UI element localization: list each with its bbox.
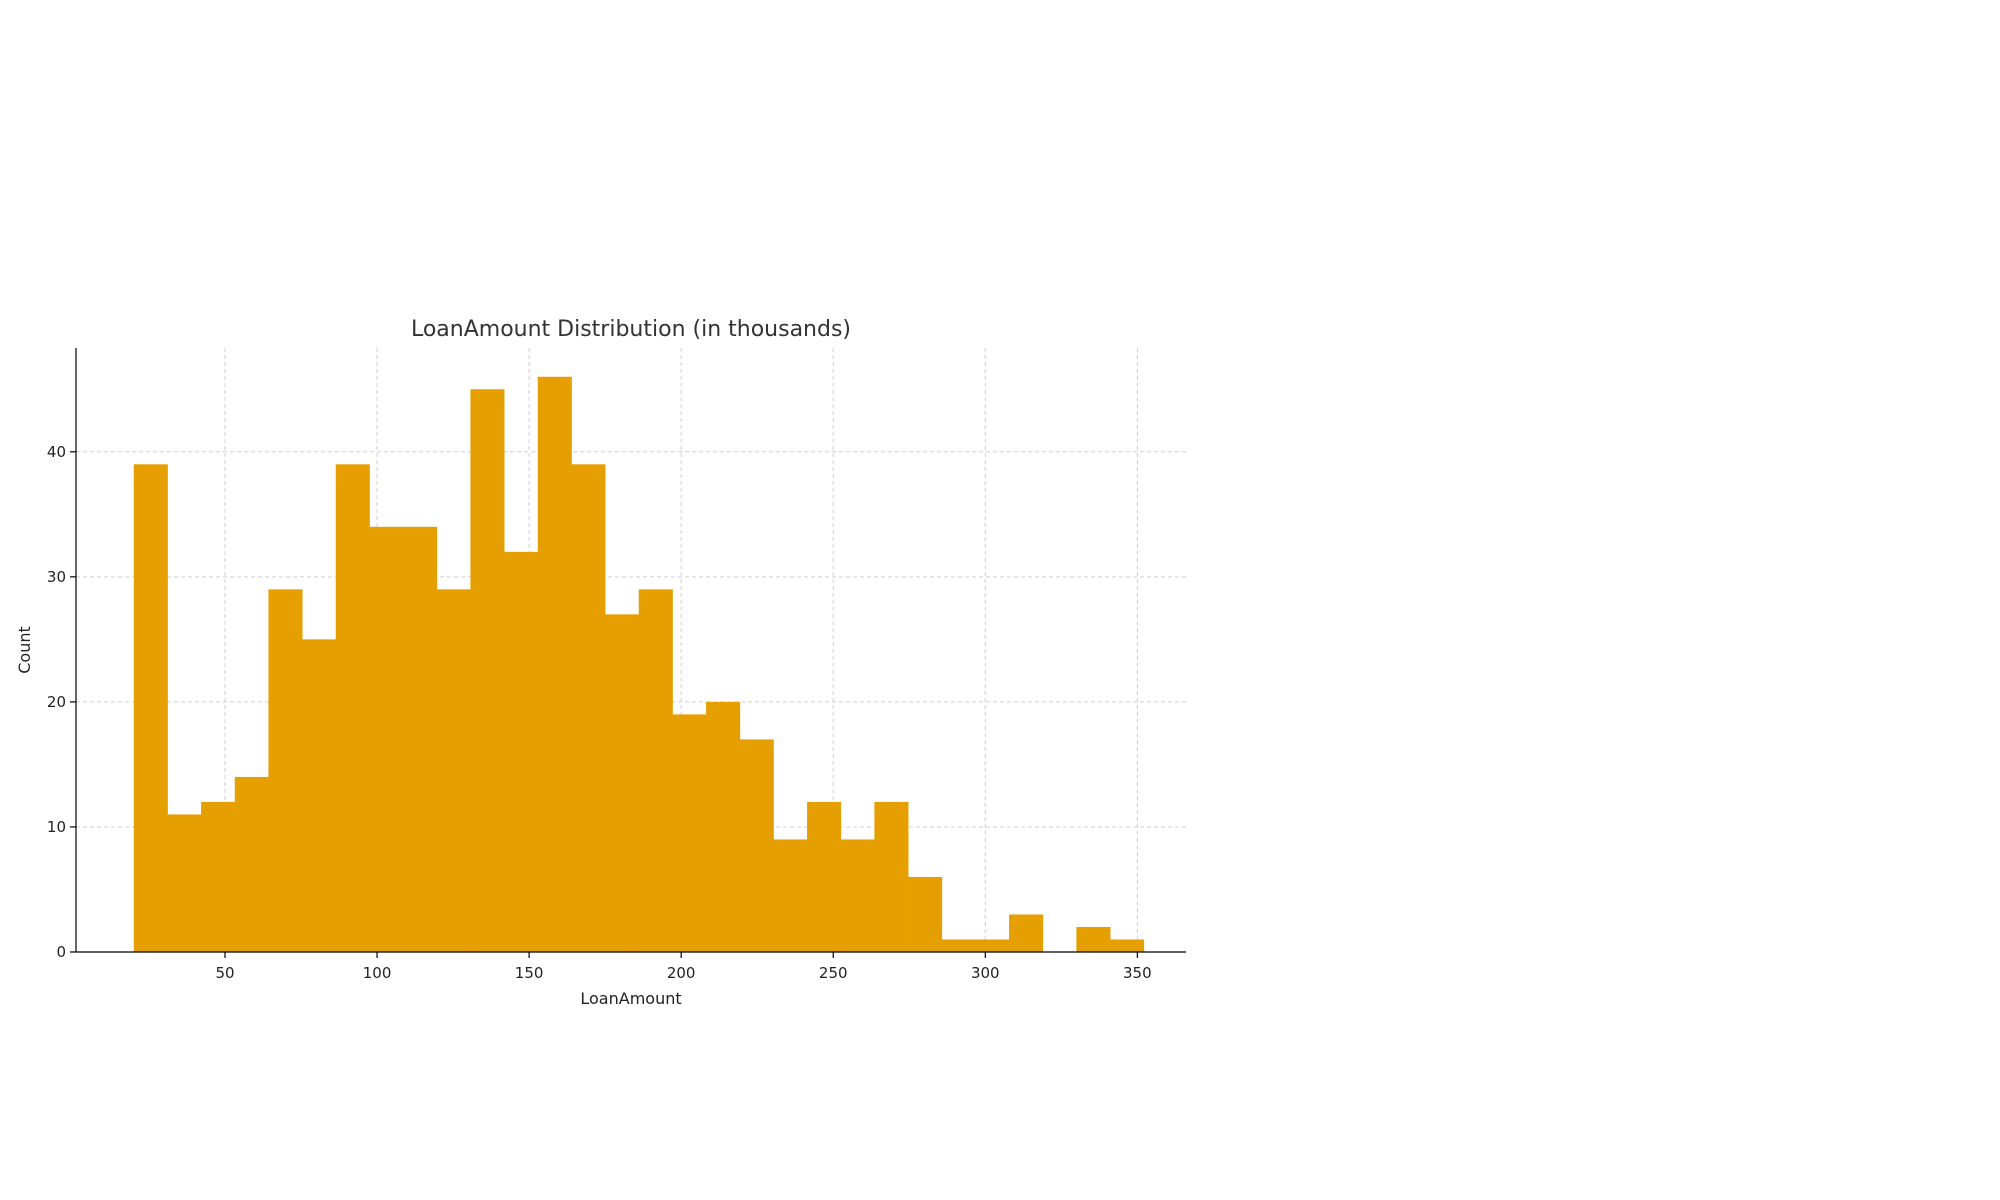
- x-tick-label: 200: [667, 964, 696, 982]
- x-axis-label: LoanAmount: [580, 989, 681, 1008]
- histogram-bar: [571, 464, 606, 952]
- histogram-bar: [840, 839, 875, 952]
- x-tick-label: 300: [971, 964, 1000, 982]
- x-tick-label: 350: [1123, 964, 1152, 982]
- histogram-bar: [672, 714, 707, 952]
- y-tick-label: 20: [47, 693, 66, 711]
- histogram-bar: [436, 589, 471, 952]
- histogram-bar: [302, 639, 337, 952]
- y-tick-label: 0: [56, 943, 66, 961]
- histogram-bar: [1110, 939, 1145, 952]
- histogram-bar: [537, 376, 572, 952]
- histogram-bar: [706, 701, 741, 952]
- histogram-bar: [941, 939, 976, 952]
- x-tick-label: 150: [515, 964, 544, 982]
- histogram-bar: [133, 464, 168, 952]
- bars-layer: [133, 376, 1145, 952]
- histogram-bar: [807, 801, 842, 952]
- chart-root: 50 100 150 200 250 300 350 0 10 20 30 40 LoanAmoun…: [15, 317, 1186, 1008]
- histogram-bar: [403, 526, 438, 952]
- y-tick-label: 10: [47, 818, 66, 836]
- x-tick-label: 100: [363, 964, 392, 982]
- x-ticks: 50 100 150 200 250 300 350: [215, 952, 1152, 982]
- chart-title: LoanAmount Distribution (in thousands): [411, 317, 851, 342]
- histogram-bar: [605, 614, 640, 952]
- histogram-bar: [1076, 926, 1111, 952]
- histogram-bar: [335, 464, 370, 952]
- y-tick-label: 30: [47, 568, 66, 586]
- histogram-bar: [908, 876, 943, 952]
- histogram-bar: [874, 801, 909, 952]
- y-tick-label: 40: [47, 443, 66, 461]
- histogram-bar: [504, 551, 539, 952]
- histogram-bar: [638, 589, 673, 952]
- histogram-bar: [975, 939, 1010, 952]
- axes-layer: [75, 348, 1186, 953]
- histogram-bar: [739, 739, 774, 952]
- histogram-bar: [773, 839, 808, 952]
- histogram-bar: [369, 526, 404, 952]
- y-axis-label: Count: [15, 626, 34, 674]
- histogram-bar: [470, 389, 505, 952]
- y-ticks: 0 10 20 30 40: [47, 443, 76, 961]
- histogram-bar: [167, 814, 202, 952]
- histogram-bar: [268, 589, 303, 952]
- x-tick-label: 50: [215, 964, 234, 982]
- histogram-bar: [201, 801, 236, 952]
- histogram-chart: 50 100 150 200 250 300 350 0 10 20 30 40 LoanAmoun…: [15, 317, 1186, 1008]
- histogram-bar: [234, 776, 269, 952]
- x-tick-label: 250: [819, 964, 848, 982]
- histogram-bar: [1009, 914, 1044, 952]
